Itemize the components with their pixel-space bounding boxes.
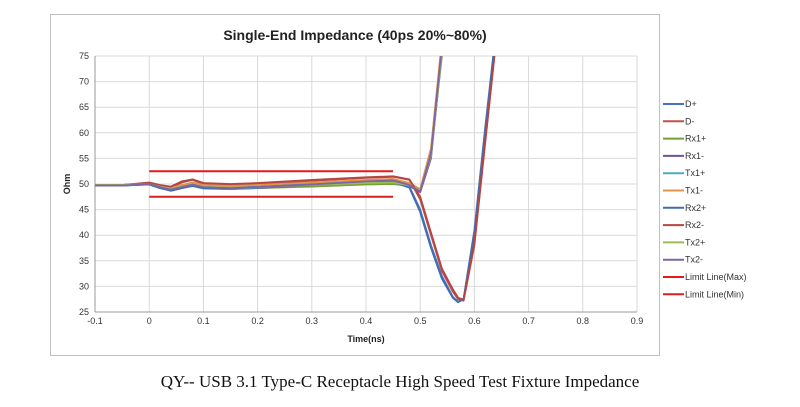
x-axis-label: Time(ns) [347, 334, 384, 344]
y-tick-label: 30 [79, 281, 89, 291]
chart-title: Single-End Impedance (40ps 20%~80%) [223, 27, 486, 43]
series-line-rx2- [95, 56, 496, 301]
x-tick-label: 0.1 [197, 316, 210, 326]
y-tick-label: 65 [79, 102, 89, 112]
y-tick-label: 75 [79, 51, 89, 61]
legend-label: D- [685, 116, 695, 126]
legend-label: Tx2+ [685, 237, 705, 247]
legend-label: Rx2- [685, 220, 704, 230]
legend-label: Rx1- [685, 151, 704, 161]
chart-frame [50, 14, 660, 356]
legend-label: Rx1+ [685, 134, 706, 144]
y-tick-label: 35 [79, 256, 89, 266]
x-tick-label: 0.9 [631, 316, 644, 326]
x-tick-label: 0.4 [360, 316, 373, 326]
y-tick-label: 60 [79, 128, 89, 138]
legend-label: D+ [685, 99, 697, 109]
y-tick-label: 50 [79, 179, 89, 189]
legend-label: Limit Line(Max) [685, 272, 747, 282]
series-line-tx2- [95, 56, 442, 193]
x-tick-label: -0.1 [87, 316, 103, 326]
y-tick-label: 70 [79, 77, 89, 87]
x-tick-label: 0 [147, 316, 152, 326]
figure-caption: QY-- USB 3.1 Type-C Receptacle High Spee… [160, 372, 640, 391]
x-tick-label: 0.2 [251, 316, 264, 326]
x-tick-label: 0.3 [306, 316, 319, 326]
legend-label: Limit Line(Min) [685, 289, 744, 299]
series-line-rx2- [95, 56, 495, 304]
x-tick-label: 0.6 [468, 316, 481, 326]
legend-label: Tx1+ [685, 168, 705, 178]
x-tick-label: 0.5 [414, 316, 427, 326]
y-tick-label: 40 [79, 230, 89, 240]
y-tick-label: 55 [79, 153, 89, 163]
x-tick-label: 0.7 [522, 316, 535, 326]
legend-label: Rx2+ [685, 203, 706, 213]
y-axis-label: Ohm [62, 174, 72, 195]
x-tick-label: 0.8 [577, 316, 590, 326]
y-tick-label: 45 [79, 205, 89, 215]
y-tick-label: 25 [79, 307, 89, 317]
legend-label: Tx2- [685, 255, 703, 265]
legend-label: Tx1- [685, 186, 703, 196]
